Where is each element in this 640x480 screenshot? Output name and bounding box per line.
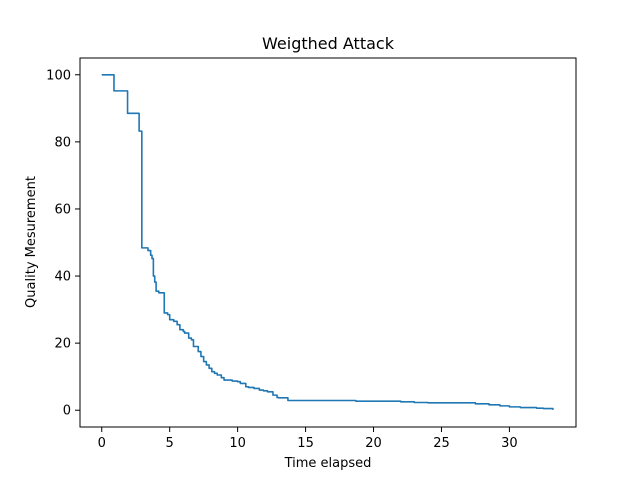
series-line (101, 73, 554, 410)
axes-frame (79, 57, 577, 428)
chart-title: Weigthed Attack (262, 34, 395, 53)
plot-area (101, 73, 554, 410)
x-tick-label: 10 (229, 436, 246, 451)
x-tick-label: 25 (433, 436, 450, 451)
y-tick-label: 80 (54, 135, 71, 150)
x-axis-title: Time elapsed (284, 456, 372, 471)
y-tick-label: 20 (54, 337, 71, 352)
y-tick-label: 100 (46, 68, 71, 83)
y-axis: 0 20 40 60 80 100 (46, 68, 80, 419)
y-tick-label: 0 (63, 404, 71, 419)
x-tick-label: 0 (98, 436, 106, 451)
x-tick-label: 20 (365, 436, 382, 451)
x-axis: 0 5 10 15 20 25 30 (98, 427, 518, 451)
x-tick-label: 15 (297, 436, 314, 451)
y-tick-label: 40 (54, 270, 71, 285)
x-tick-label: 5 (166, 436, 174, 451)
y-tick-label: 60 (54, 202, 71, 217)
y-axis-title: Quality Mesurement (24, 176, 39, 308)
x-tick-label: 30 (501, 436, 518, 451)
